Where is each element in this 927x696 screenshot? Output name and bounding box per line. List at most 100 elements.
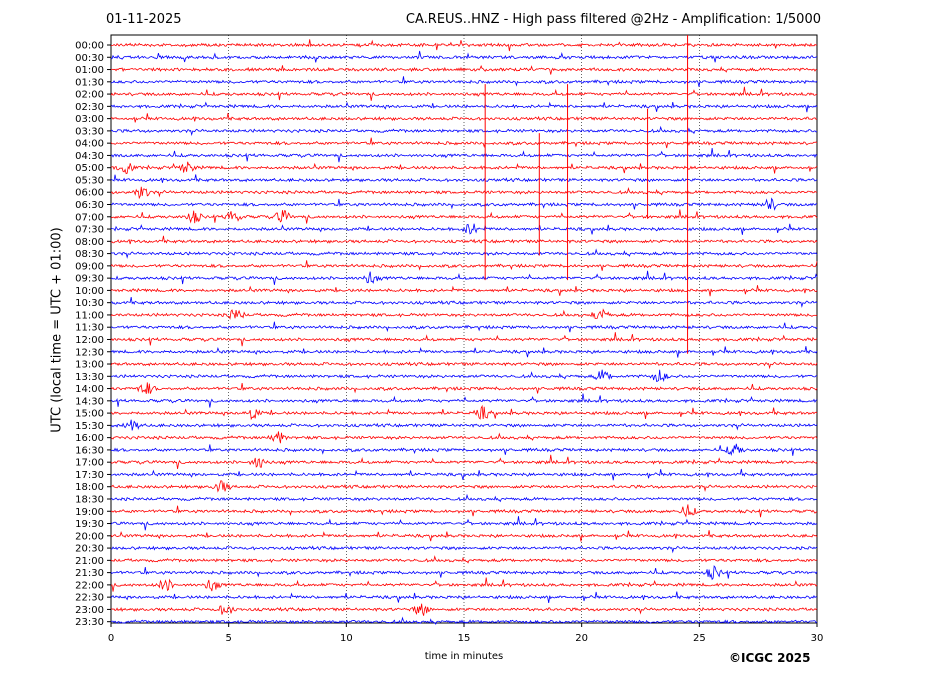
trace-11:30 <box>110 321 818 333</box>
y-tick-label-13:30: 13:30 <box>75 372 104 383</box>
trace-06:00 <box>110 186 818 200</box>
y-tick-label-17:00: 17:00 <box>75 458 104 469</box>
trace-03:00 <box>110 112 818 123</box>
x-axis-label: time in minutes <box>424 651 504 662</box>
y-tick-label-02:00: 02:00 <box>75 90 104 101</box>
copyright-label: ©ICGC 2025 <box>729 651 811 665</box>
y-tick-label-10:00: 10:00 <box>75 286 104 297</box>
y-tick-label-08:30: 08:30 <box>75 249 104 260</box>
date-label: 01-11-2025 <box>106 12 182 27</box>
trace-11:00 <box>110 308 818 320</box>
y-tick-label-03:00: 03:00 <box>75 114 104 125</box>
y-tick-label-01:30: 01:30 <box>75 77 104 88</box>
y-tick-label-11:30: 11:30 <box>75 323 104 334</box>
trace-23:30 <box>110 616 818 625</box>
y-tick-label-14:30: 14:30 <box>75 396 104 407</box>
y-tick-label-20:00: 20:00 <box>75 531 104 542</box>
trace-01:30 <box>110 76 818 87</box>
x-tick-label-15: 15 <box>458 633 471 644</box>
y-tick-label-07:30: 07:30 <box>75 225 104 236</box>
trace-03:30 <box>110 125 818 137</box>
y-tick-label-23:30: 23:30 <box>75 617 104 628</box>
y-tick-label-13:00: 13:00 <box>75 360 104 371</box>
x-tick-label-20: 20 <box>575 633 588 644</box>
y-tick-label-00:00: 00:00 <box>75 41 104 52</box>
trace-12:30 <box>110 346 818 358</box>
x-tick-label-25: 25 <box>693 633 706 644</box>
y-tick-label-22:30: 22:30 <box>75 593 104 604</box>
y-tick-label-01:00: 01:00 <box>75 65 104 76</box>
trace-00:30 <box>110 50 818 63</box>
trace-06:30 <box>110 197 818 211</box>
y-tick-label-17:30: 17:30 <box>75 470 104 481</box>
trace-09:00 <box>110 260 818 271</box>
trace-17:00 <box>110 454 818 469</box>
y-tick-label-05:30: 05:30 <box>75 175 104 186</box>
y-tick-label-09:00: 09:00 <box>75 261 104 272</box>
x-tick-label-5: 5 <box>225 633 231 644</box>
trace-20:00 <box>110 530 818 542</box>
trace-22:30 <box>110 591 818 604</box>
y-tick-label-23:00: 23:00 <box>75 605 104 616</box>
y-tick-label-07:00: 07:00 <box>75 212 104 223</box>
y-tick-label-14:00: 14:00 <box>75 384 104 395</box>
trace-20:30 <box>110 545 818 554</box>
trace-21:00 <box>110 555 818 564</box>
x-tick-label-10: 10 <box>340 633 353 644</box>
trace-15:00 <box>110 404 818 421</box>
trace-04:30 <box>110 148 818 163</box>
grid-layer <box>228 35 700 623</box>
y-tick-label-06:30: 06:30 <box>75 200 104 211</box>
trace-10:30 <box>110 297 818 308</box>
trace-19:30 <box>110 516 818 531</box>
trace-14:00 <box>110 382 818 394</box>
x-tick-label-30: 30 <box>811 633 824 644</box>
y-tick-label-18:00: 18:00 <box>75 482 104 493</box>
trace-02:00 <box>110 86 818 101</box>
trace-14:30 <box>110 393 818 408</box>
trace-23:00 <box>110 603 818 616</box>
trace-07:30 <box>110 223 818 235</box>
y-tick-label-03:30: 03:30 <box>75 126 104 137</box>
y-tick-label-12:00: 12:00 <box>75 335 104 346</box>
trace-05:30 <box>110 174 818 183</box>
x-tick-label-0: 0 <box>108 633 114 644</box>
trace-09:30 <box>110 270 818 285</box>
y-tick-label-06:00: 06:00 <box>75 188 104 199</box>
y-tick-label-16:30: 16:30 <box>75 445 104 456</box>
trace-13:30 <box>110 369 818 383</box>
trace-01:00 <box>110 64 818 75</box>
trace-layer <box>110 39 818 625</box>
trace-08:00 <box>110 235 818 245</box>
y-tick-label-19:00: 19:00 <box>75 507 104 518</box>
trace-04:00 <box>110 137 818 149</box>
trace-08:30 <box>110 248 818 259</box>
trace-16:30 <box>110 443 818 457</box>
trace-15:30 <box>110 419 818 431</box>
y-tick-label-08:00: 08:00 <box>75 237 104 248</box>
trace-05:00 <box>110 161 818 175</box>
spike-layer <box>484 35 689 354</box>
y-tick-label-19:30: 19:30 <box>75 519 104 530</box>
trace-10:00 <box>110 285 818 297</box>
y-tick-label-11:00: 11:00 <box>75 310 104 321</box>
trace-07:00 <box>110 209 818 224</box>
trace-16:00 <box>110 431 818 444</box>
trace-12:00 <box>110 332 818 347</box>
trace-17:30 <box>110 468 818 481</box>
y-tick-label-04:30: 04:30 <box>75 151 104 162</box>
trace-22:00 <box>110 577 818 592</box>
y-tick-label-15:00: 15:00 <box>75 409 104 420</box>
y-tick-label-04:00: 04:00 <box>75 139 104 150</box>
y-tick-label-15:30: 15:30 <box>75 421 104 432</box>
trace-19:00 <box>110 504 818 518</box>
y-tick-label-16:00: 16:00 <box>75 433 104 444</box>
y-tick-label-09:30: 09:30 <box>75 274 104 285</box>
trace-18:00 <box>110 480 818 493</box>
trace-13:00 <box>110 361 818 370</box>
y-tick-label-05:00: 05:00 <box>75 163 104 174</box>
x-tick-layer: 0 5 10 15 20 25 30 <box>108 623 824 644</box>
y-tick-label-21:30: 21:30 <box>75 568 104 579</box>
y-tick-label-10:30: 10:30 <box>75 298 104 309</box>
